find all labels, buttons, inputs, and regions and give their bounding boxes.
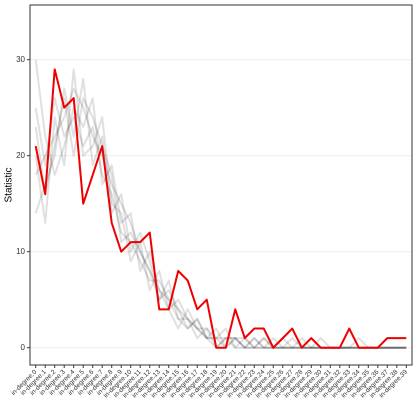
y-tick-label: 30 (16, 55, 25, 64)
simulated-line (34, 59, 407, 349)
simulated-line (34, 77, 407, 349)
simulated-line (34, 87, 407, 349)
observed-line (34, 68, 407, 349)
y-tick-label: 0 (21, 343, 26, 352)
simulated-line (34, 97, 407, 349)
y-tick-label: 20 (16, 151, 25, 160)
y-axis-label: Statistic (4, 167, 15, 202)
y-tick-label: 10 (16, 247, 25, 256)
simulated-line (34, 68, 407, 349)
simulated-line (34, 97, 407, 349)
panel-border (29, 4, 413, 366)
